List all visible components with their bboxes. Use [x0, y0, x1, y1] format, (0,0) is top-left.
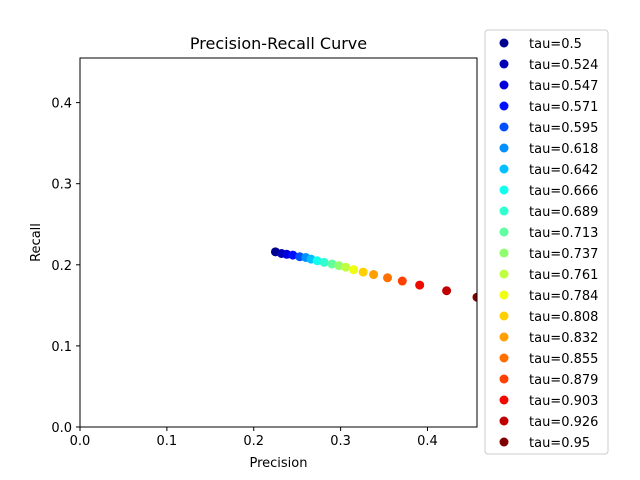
legend-label: tau=0.547: [529, 79, 598, 94]
legend-label: tau=0.713: [529, 226, 598, 241]
data-point-10: [334, 261, 344, 271]
legend-label: tau=0.642: [529, 163, 598, 178]
y-tick-label: 0.2: [51, 259, 72, 274]
legend-entry: tau=0.737: [499, 247, 598, 262]
legend-entry: tau=0.618: [499, 142, 598, 157]
data-point-17: [415, 280, 425, 290]
legend-marker: [499, 332, 509, 342]
y-axis-label: Recall: [29, 223, 44, 262]
data-points: [270, 247, 477, 302]
legend-label: tau=0.524: [529, 58, 598, 73]
legend-marker: [499, 227, 509, 237]
legend-entry: tau=0.666: [499, 184, 598, 199]
legend-entry: tau=0.571: [499, 100, 598, 115]
data-point-3: [288, 250, 298, 260]
legend-marker: [499, 101, 509, 111]
x-tick-label: 0.1: [157, 434, 178, 449]
plot-frame: [79, 57, 478, 428]
legend-label: tau=0.903: [529, 394, 598, 409]
data-point-19: [472, 292, 477, 302]
legend-label: tau=0.808: [529, 310, 598, 325]
legend-marker: [499, 59, 509, 69]
legend-entry: tau=0.595: [499, 121, 598, 136]
legend-entry: tau=0.761: [499, 268, 598, 283]
data-point-11: [341, 262, 351, 272]
legend-label: tau=0.571: [529, 100, 598, 115]
legend-marker: [499, 143, 509, 153]
legend-marker: [499, 416, 509, 426]
legend-marker: [499, 374, 509, 384]
legend-entry: tau=0.808: [499, 310, 598, 325]
legend-marker: [499, 353, 509, 363]
data-point-14: [369, 270, 379, 280]
legend-entry: tau=0.855: [499, 352, 598, 367]
x-tick-label: 0.2: [243, 434, 264, 449]
data-point-8: [319, 257, 329, 267]
legend: tau=0.5 tau=0.524 tau=0.547 tau=0.571 tau=0.…: [484, 29, 609, 455]
legend-entry: tau=0.926: [499, 415, 598, 430]
y-tick-label: 0.3: [51, 178, 72, 193]
legend-label: tau=0.832: [529, 331, 598, 346]
legend-label: tau=0.95: [529, 436, 590, 451]
legend-marker: [499, 395, 509, 405]
data-point-9: [327, 259, 337, 269]
x-tick-label: 0.4: [417, 434, 438, 449]
x-tick-label: 0.3: [330, 434, 351, 449]
legend-label: tau=0.595: [529, 121, 598, 136]
legend-marker: [499, 248, 509, 258]
y-tick-label: 0.0: [51, 421, 72, 436]
legend-marker: [499, 38, 509, 48]
legend-label: tau=0.5: [529, 37, 582, 52]
y-tick-label: 0.4: [51, 97, 72, 112]
data-point-15: [383, 273, 393, 283]
data-point-12: [349, 265, 359, 275]
legend-marker: [499, 80, 509, 90]
legend-entry: tau=0.784: [499, 289, 598, 304]
legend-entry: tau=0.903: [499, 394, 598, 409]
chart-title: Precision-Recall Curve: [190, 34, 367, 53]
legend-entry: tau=0.95: [499, 436, 590, 451]
legend-entry: tau=0.713: [499, 226, 598, 241]
legend-label: tau=0.761: [529, 268, 598, 283]
legend-entry: tau=0.879: [499, 373, 598, 388]
legend-marker: [499, 437, 509, 447]
legend-entry: tau=0.5: [499, 37, 582, 52]
y-tick-label: 0.1: [51, 340, 72, 355]
legend-label: tau=0.737: [529, 247, 598, 262]
y-axis-ticks: 0.0 0.1 0.2 0.3 0.4: [51, 97, 80, 436]
legend-label: tau=0.689: [529, 205, 598, 220]
legend-marker: [499, 206, 509, 216]
data-point-13: [358, 267, 368, 277]
legend-marker: [499, 269, 509, 279]
data-point-7: [312, 256, 322, 266]
legend-entry: tau=0.642: [499, 163, 598, 178]
x-axis-ticks: 0.0 0.1 0.2 0.3 0.4: [70, 427, 438, 449]
legend-entry: tau=0.524: [499, 58, 598, 73]
legend-marker: [499, 185, 509, 195]
data-point-16: [397, 276, 407, 286]
legend-marker: [499, 164, 509, 174]
legend-entry: tau=0.547: [499, 79, 598, 94]
legend-marker: [499, 122, 509, 132]
x-tick-label: 0.0: [70, 434, 91, 449]
legend-label: tau=0.855: [529, 352, 598, 367]
data-point-18: [442, 286, 452, 296]
legend-label: tau=0.926: [529, 415, 598, 430]
legend-marker: [499, 290, 509, 300]
legend-marker: [499, 311, 509, 321]
x-axis-label: Precision: [249, 456, 307, 471]
legend-label: tau=0.666: [529, 184, 598, 199]
legend-frame: [484, 29, 609, 455]
legend-entry: tau=0.832: [499, 331, 598, 346]
legend-entry: tau=0.689: [499, 205, 598, 220]
legend-label: tau=0.784: [529, 289, 598, 304]
legend-label: tau=0.618: [529, 142, 598, 157]
legend-label: tau=0.879: [529, 373, 598, 388]
